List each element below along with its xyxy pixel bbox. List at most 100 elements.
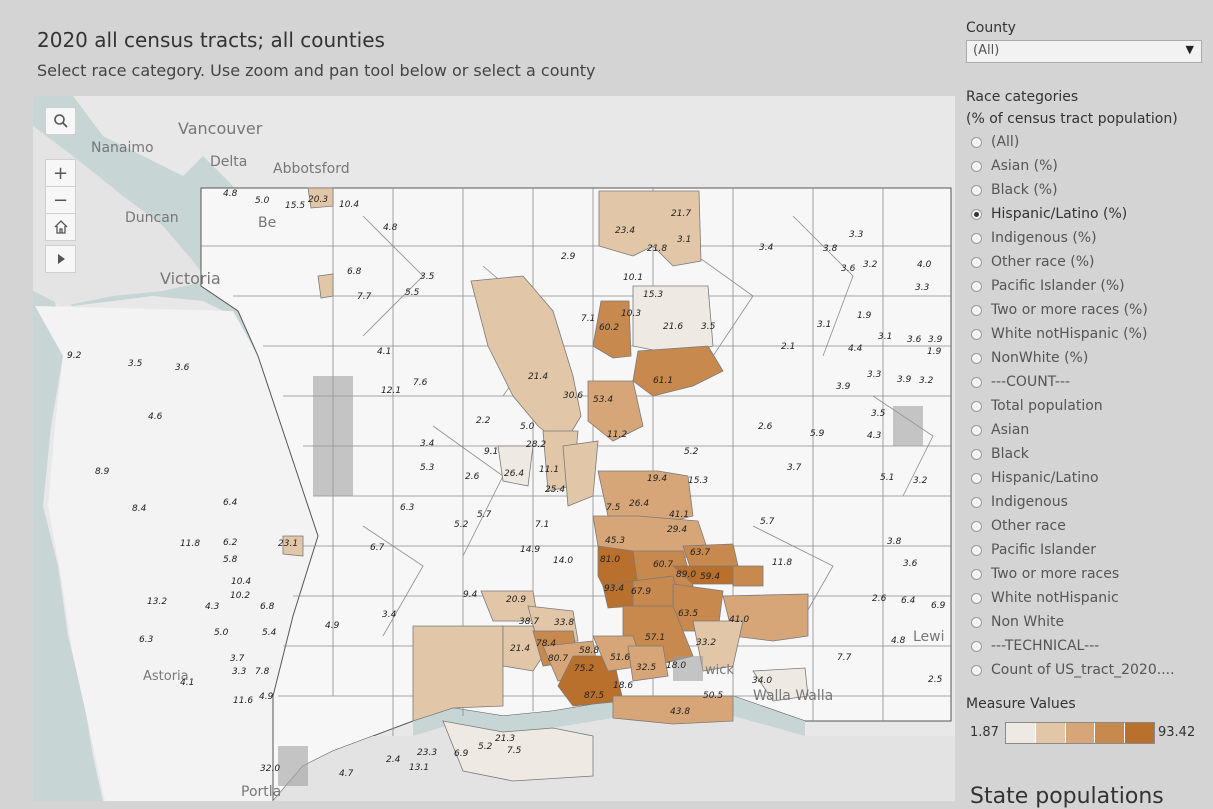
- radio-button[interactable]: [971, 376, 982, 388]
- county-dropdown[interactable]: (All) ▼: [966, 40, 1202, 63]
- race-option[interactable]: Hispanic/Latino: [971, 466, 1099, 490]
- radio-button[interactable]: [971, 304, 982, 316]
- race-option[interactable]: Black: [971, 442, 1029, 466]
- choropleth-map[interactable]: Vancouver Nanaimo Delta Abbotsford Dunca…: [33, 96, 955, 801]
- value-label: 8.9: [95, 467, 110, 477]
- hispanic-tracts[interactable]: [282, 187, 809, 782]
- value-label: 2.6: [872, 594, 887, 604]
- radio-button[interactable]: [971, 592, 982, 604]
- race-option[interactable]: Other race: [971, 514, 1066, 538]
- race-option[interactable]: (All): [971, 130, 1019, 154]
- radio-button[interactable]: [971, 160, 982, 172]
- value-label: 6.7: [370, 543, 385, 553]
- value-label: 3.5: [701, 322, 716, 332]
- label-abbotsford: Abbotsford: [273, 161, 350, 177]
- radio-button[interactable]: [971, 424, 982, 436]
- tract-benton-516[interactable]: [627, 645, 669, 682]
- tract-whatcom-203[interactable]: [307, 187, 334, 209]
- value-label: 3.6: [841, 264, 856, 274]
- radio-button[interactable]: [971, 664, 982, 676]
- vancouver-wa-cluster: [278, 746, 308, 786]
- map-canvas[interactable]: Vancouver Nanaimo Delta Abbotsford Dunca…: [33, 96, 955, 801]
- race-option[interactable]: Total population: [971, 394, 1103, 418]
- value-label: 3.4: [420, 439, 435, 449]
- map-search-button[interactable]: [45, 107, 76, 135]
- value-label: 78.4: [536, 639, 556, 649]
- radio-button[interactable]: [971, 232, 982, 244]
- radio-button[interactable]: [971, 568, 982, 580]
- value-label: 21.4: [528, 372, 548, 382]
- zoom-out-button[interactable]: −: [45, 186, 76, 214]
- urban-tract-clusters: [278, 376, 923, 786]
- value-label: 21.8: [647, 244, 667, 254]
- zoom-in-button[interactable]: +: [45, 159, 76, 187]
- tract-okanogan-60[interactable]: [592, 300, 632, 359]
- radio-button[interactable]: [971, 616, 982, 628]
- race-option-selected[interactable]: Hispanic/Latino (%): [971, 202, 1127, 226]
- tract-kittitas-264[interactable]: [497, 445, 534, 487]
- race-option[interactable]: Non White: [971, 610, 1064, 634]
- radio-button[interactable]: [971, 184, 982, 196]
- pan-tool-button[interactable]: [45, 245, 76, 273]
- race-option[interactable]: Pacific Islander (%): [971, 274, 1125, 298]
- radio-button-checked[interactable]: [971, 208, 982, 220]
- value-label: 4.3: [867, 431, 882, 441]
- race-option[interactable]: Two or more races (%): [971, 298, 1148, 322]
- race-option[interactable]: Asian (%): [971, 154, 1058, 178]
- tract-kittitas-254[interactable]: [562, 440, 599, 507]
- race-option[interactable]: Count of US_tract_2020....: [971, 658, 1175, 682]
- radio-button[interactable]: [971, 640, 982, 652]
- value-label: 43.8: [670, 707, 690, 717]
- race-option[interactable]: Pacific Islander: [971, 538, 1096, 562]
- race-option[interactable]: Black (%): [971, 178, 1058, 202]
- race-option[interactable]: NonWhite (%): [971, 346, 1088, 370]
- radio-button[interactable]: [971, 496, 982, 508]
- tract-benton-438[interactable]: [612, 695, 734, 725]
- value-label: 57.1: [645, 633, 665, 643]
- radio-button[interactable]: [971, 472, 982, 484]
- tract-klickitat-214[interactable]: [502, 625, 544, 672]
- radio-button[interactable]: [971, 544, 982, 556]
- radio-button[interactable]: [971, 520, 982, 532]
- value-label: 3.3: [867, 370, 882, 380]
- race-option[interactable]: Asian: [971, 418, 1029, 442]
- radio-button[interactable]: [971, 352, 982, 364]
- tract-pierce-231[interactable]: [282, 535, 304, 557]
- tract-douglas-534[interactable]: [587, 380, 644, 442]
- legend-min-value: 1.87: [970, 725, 999, 740]
- value-label: 28.2: [526, 440, 546, 450]
- race-option[interactable]: Indigenous: [971, 490, 1068, 514]
- radio-button[interactable]: [971, 400, 982, 412]
- tract-benton-332[interactable]: [692, 620, 744, 672]
- value-label: 5.2: [454, 520, 469, 530]
- label-richland: wick: [705, 663, 734, 678]
- value-label: 14.9: [520, 545, 540, 555]
- reset-view-button[interactable]: [45, 213, 76, 241]
- race-option[interactable]: White notHispanic (%): [971, 322, 1147, 346]
- value-label: 50.5: [703, 691, 723, 701]
- value-label: 2.6: [758, 422, 773, 432]
- tract-adams-594[interactable]: [732, 565, 764, 587]
- value-label: 2.2: [476, 416, 491, 426]
- value-label: 13.2: [147, 597, 167, 607]
- race-option[interactable]: ---TECHNICAL---: [971, 634, 1099, 658]
- tract-okanogan-north[interactable]: [598, 190, 702, 267]
- label-astoria: Astoria: [143, 669, 189, 684]
- radio-button[interactable]: [971, 136, 982, 148]
- radio-button[interactable]: [971, 256, 982, 268]
- tract-skagit-156[interactable]: [317, 273, 334, 299]
- tract-walla-walla-340[interactable]: [752, 667, 809, 702]
- tract-klickitat-south[interactable]: [442, 720, 594, 782]
- race-option[interactable]: White notHispanic: [971, 586, 1119, 610]
- race-option[interactable]: ---COUNT---: [971, 370, 1070, 394]
- race-option[interactable]: Two or more races: [971, 562, 1119, 586]
- tract-klickitat-west[interactable]: [412, 625, 504, 722]
- race-option[interactable]: Indigenous (%): [971, 226, 1097, 250]
- radio-button[interactable]: [971, 280, 982, 292]
- race-option[interactable]: Other race (%): [971, 250, 1095, 274]
- value-label: 5.4: [262, 628, 277, 638]
- value-label: 3.5: [128, 359, 143, 369]
- radio-button[interactable]: [971, 448, 982, 460]
- radio-button[interactable]: [971, 328, 982, 340]
- value-label: 2.9: [561, 252, 576, 262]
